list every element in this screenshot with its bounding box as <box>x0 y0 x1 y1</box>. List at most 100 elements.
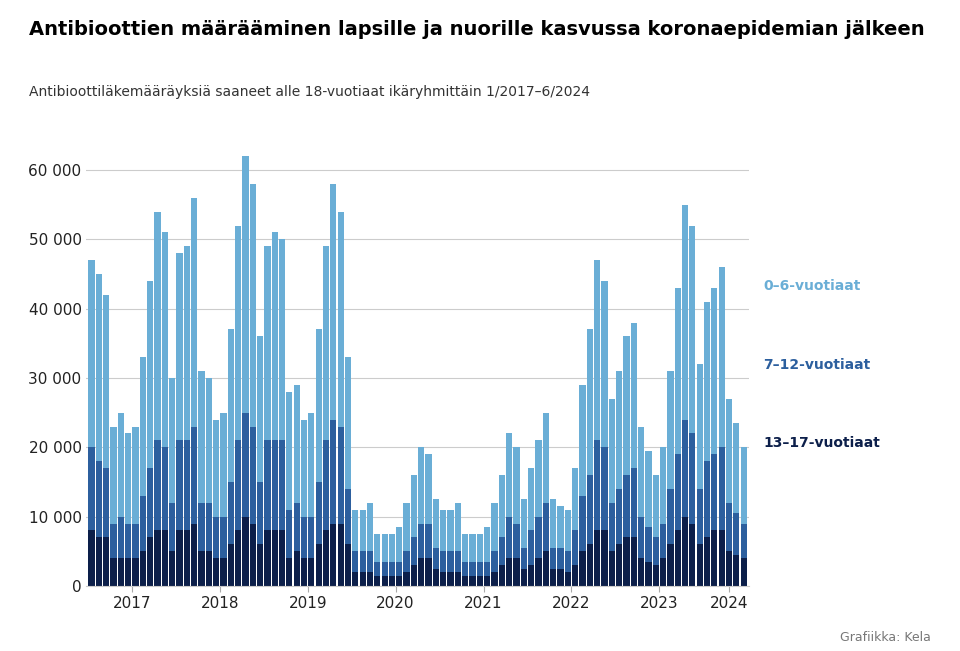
Bar <box>235 440 241 531</box>
Bar <box>294 503 300 551</box>
Bar <box>660 558 666 586</box>
Bar <box>550 568 556 586</box>
Bar <box>601 281 608 447</box>
Bar <box>360 551 366 572</box>
Bar <box>419 558 424 586</box>
Bar <box>550 499 556 547</box>
Bar <box>191 523 197 586</box>
Bar <box>719 531 725 586</box>
Bar <box>264 440 271 531</box>
Bar <box>492 551 497 572</box>
Bar <box>447 572 454 586</box>
Bar <box>499 537 505 565</box>
Bar <box>360 510 366 551</box>
Bar <box>433 499 439 547</box>
Bar <box>228 329 234 482</box>
Bar <box>462 575 468 586</box>
Bar <box>660 523 666 558</box>
Bar <box>88 447 95 531</box>
Bar <box>477 534 483 562</box>
Bar <box>623 337 630 475</box>
Bar <box>469 534 475 562</box>
Bar <box>440 572 446 586</box>
Bar <box>653 475 659 537</box>
Bar <box>660 447 666 523</box>
Bar <box>300 420 307 517</box>
Bar <box>169 378 176 503</box>
Bar <box>631 322 636 468</box>
Bar <box>96 274 102 461</box>
Bar <box>235 531 241 586</box>
Text: Antibioottiläkemääräyksiä saaneet alle 18-vuotiaat ikäryhmittäin 1/2017–6/2024: Antibioottiläkemääräyksiä saaneet alle 1… <box>29 85 589 99</box>
Bar <box>96 537 102 586</box>
Bar <box>558 547 564 568</box>
Bar <box>689 523 695 586</box>
Bar <box>514 523 519 558</box>
Bar <box>425 558 432 586</box>
Bar <box>183 440 190 531</box>
Bar <box>653 537 659 565</box>
Bar <box>609 503 615 551</box>
Bar <box>558 506 564 547</box>
Bar <box>381 562 388 575</box>
Bar <box>250 523 256 586</box>
Bar <box>697 364 703 489</box>
Bar <box>257 544 263 586</box>
Bar <box>308 558 315 586</box>
Bar <box>667 371 674 489</box>
Bar <box>103 468 109 537</box>
Bar <box>286 392 293 510</box>
Bar <box>682 517 688 586</box>
Bar <box>403 551 410 572</box>
Bar <box>161 232 168 447</box>
Bar <box>374 562 380 575</box>
Bar <box>623 537 630 586</box>
Bar <box>675 454 681 531</box>
Bar <box>177 531 182 586</box>
Bar <box>455 503 461 551</box>
Bar <box>477 562 483 575</box>
Bar <box>147 468 154 537</box>
Bar <box>220 413 227 517</box>
Bar <box>155 212 160 440</box>
Bar <box>440 551 446 572</box>
Bar <box>161 447 168 531</box>
Bar <box>257 482 263 544</box>
Bar <box>433 568 439 586</box>
Bar <box>140 357 146 496</box>
Bar <box>396 575 402 586</box>
Bar <box>323 531 329 586</box>
Bar <box>704 302 710 461</box>
Bar <box>433 547 439 568</box>
Bar <box>520 547 527 568</box>
Bar <box>155 440 160 531</box>
Bar <box>536 517 541 558</box>
Bar <box>110 426 116 523</box>
Bar <box>330 523 336 586</box>
Bar <box>469 575 475 586</box>
Bar <box>419 447 424 523</box>
Bar <box>88 260 95 447</box>
Bar <box>645 527 652 562</box>
Bar <box>345 544 351 586</box>
Bar <box>675 531 681 586</box>
Bar <box>484 562 491 575</box>
Bar <box>367 551 373 572</box>
Bar <box>242 517 249 586</box>
Bar <box>623 475 630 537</box>
Bar <box>711 288 717 454</box>
Bar <box>389 575 396 586</box>
Bar <box>374 575 380 586</box>
Bar <box>740 558 747 586</box>
Bar <box>631 537 636 586</box>
Bar <box>528 468 535 531</box>
Bar <box>264 531 271 586</box>
Bar <box>447 551 454 572</box>
Bar <box>542 503 549 551</box>
Bar <box>594 531 600 586</box>
Bar <box>352 510 358 551</box>
Bar <box>155 531 160 586</box>
Bar <box>308 517 315 558</box>
Bar <box>594 440 600 531</box>
Bar <box>520 568 527 586</box>
